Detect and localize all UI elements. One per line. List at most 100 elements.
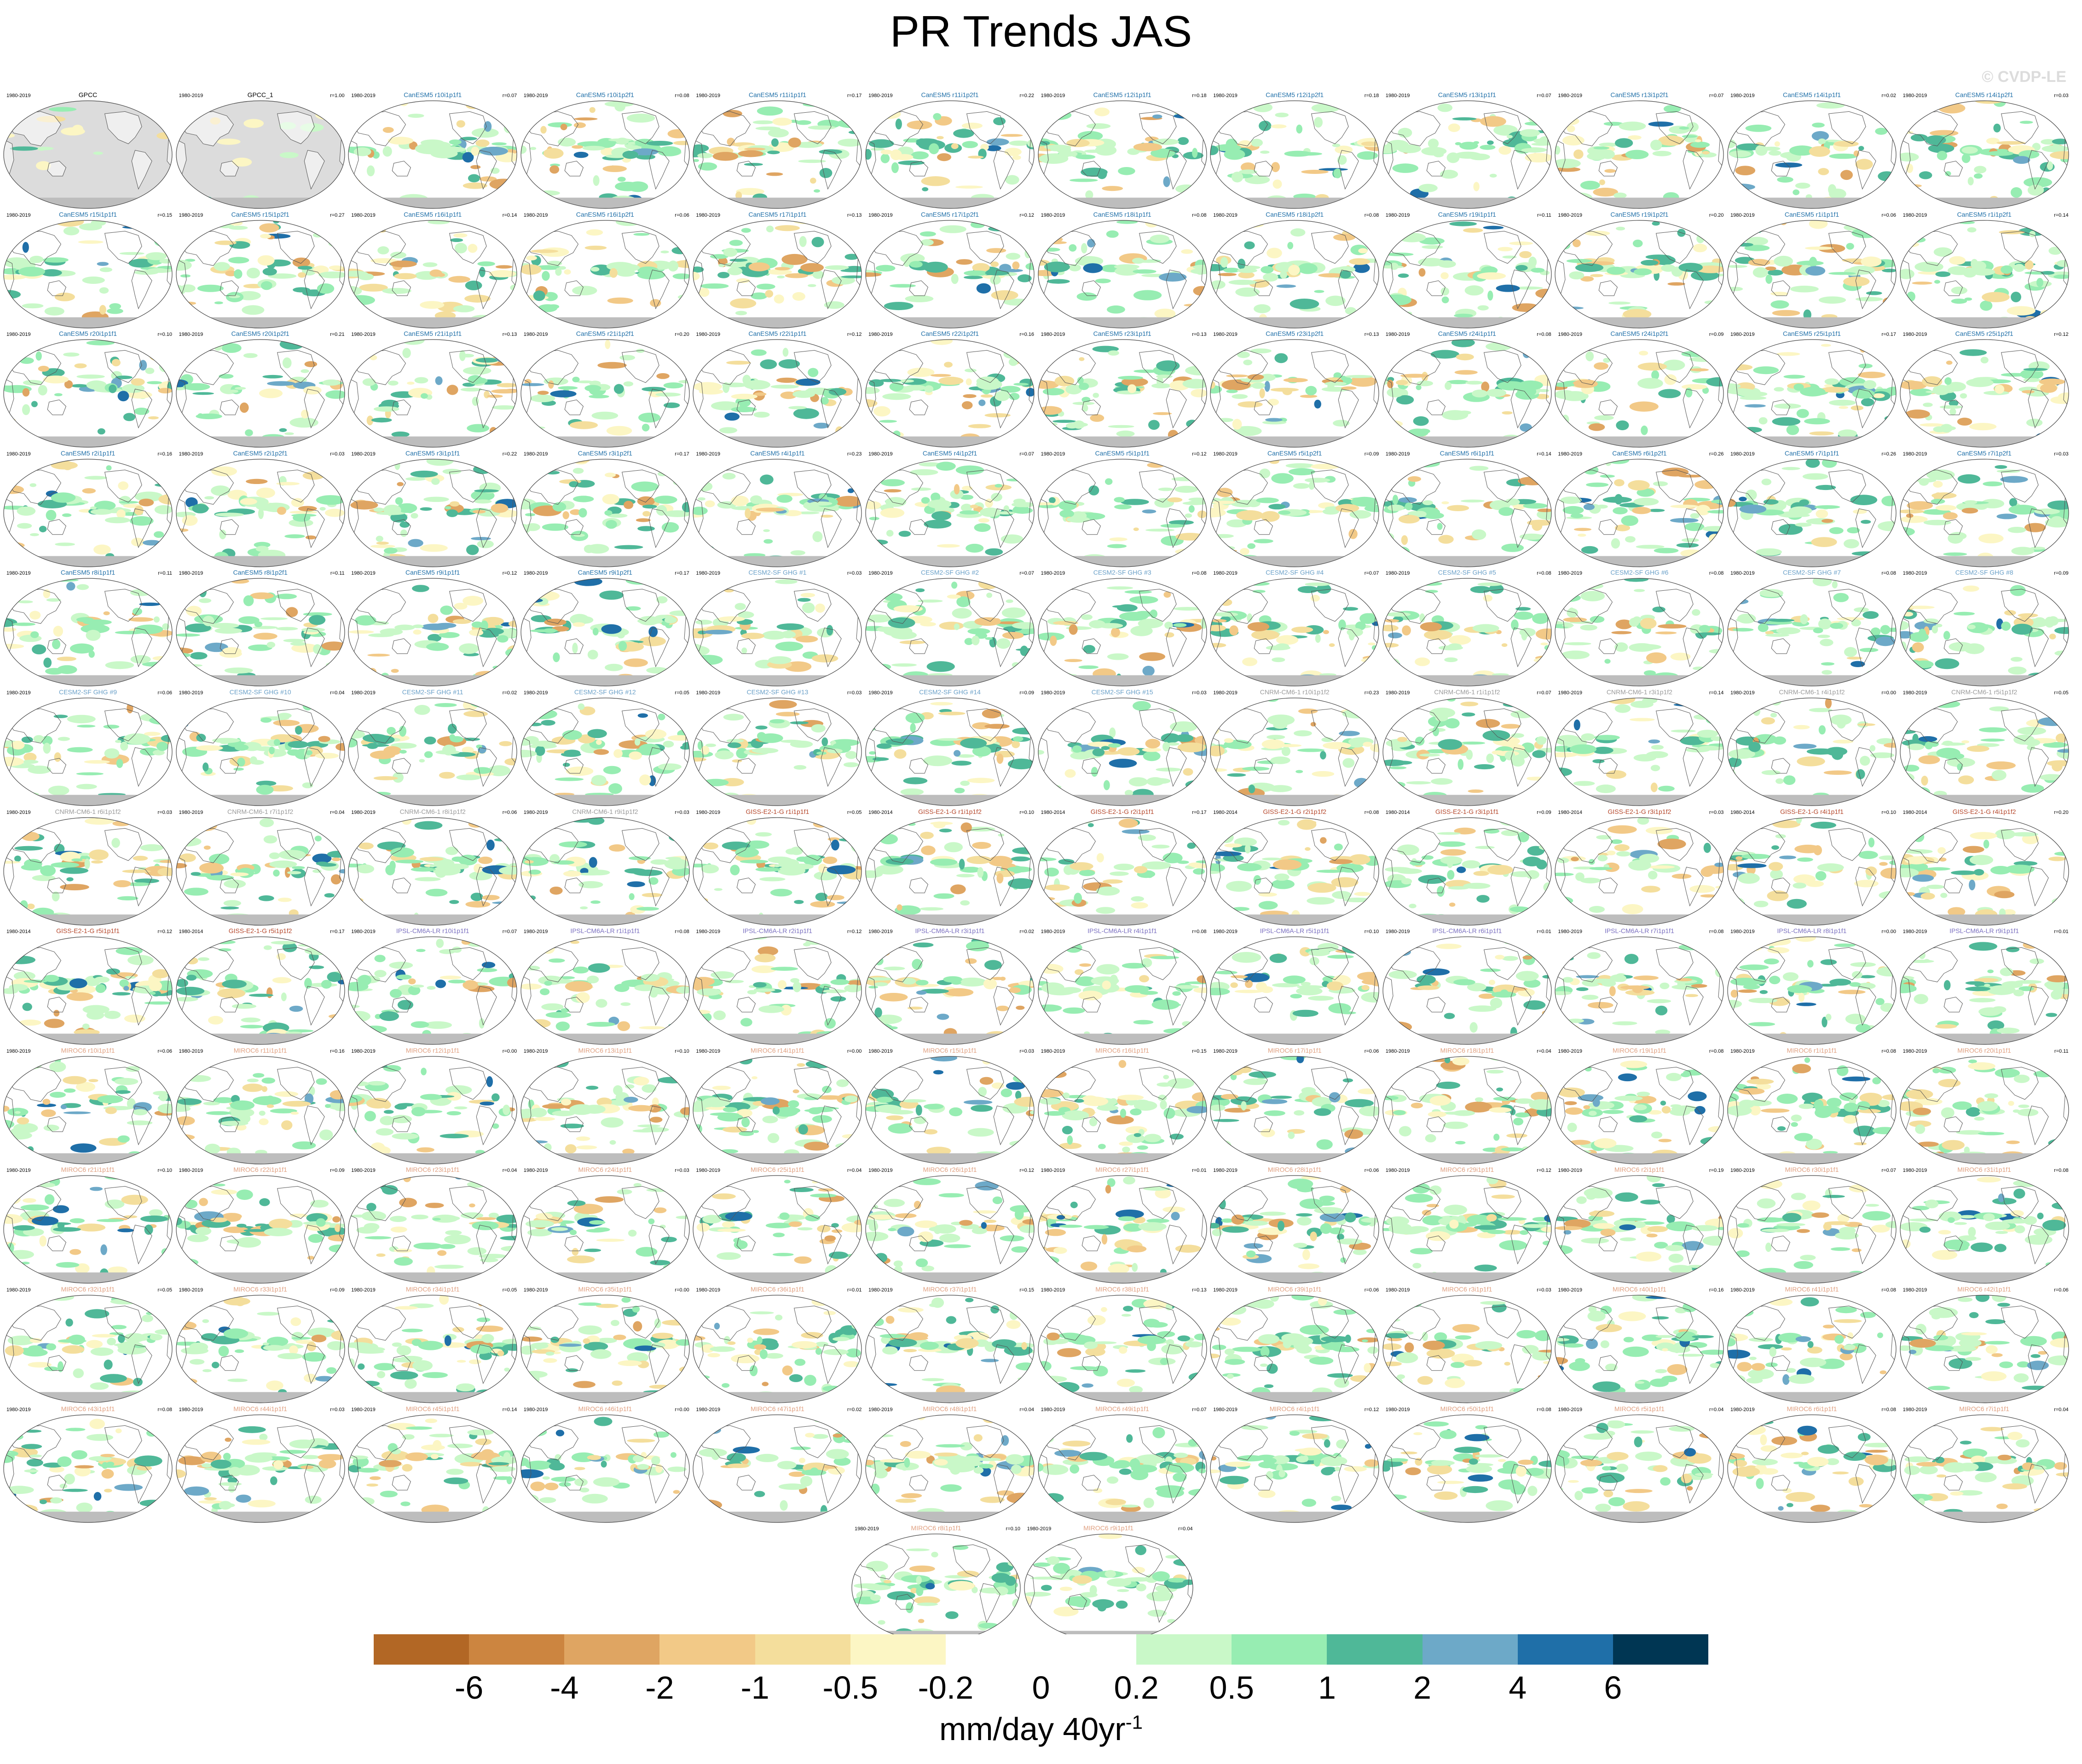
trend-patch [273,739,280,746]
trend-patch [775,266,791,271]
trend-patch [1357,151,1378,160]
panel-correlation: r=0.03 [157,809,173,815]
trend-patch [1174,485,1198,493]
trend-patch [1224,738,1234,743]
map-background [4,220,172,328]
coastline [351,111,406,146]
coastline [476,150,497,190]
trend-patch [1398,273,1409,278]
trend-patch [637,525,655,531]
trend-patch [402,348,411,358]
trend-patch [1519,533,1544,540]
trend-patch [231,157,252,167]
trend-patch [537,190,560,196]
panel-title: CanESM5 r3i1p2f1 [578,449,632,457]
trend-patch [213,262,230,271]
trend-patch [1633,239,1643,247]
trend-patch [705,500,715,507]
trend-patch [814,189,821,193]
trend-patch [530,394,555,403]
panel-correlation: r=0.11 [1537,212,1551,218]
trend-patch [243,353,258,358]
trend-patch [566,767,593,776]
trend-patch [329,265,343,270]
trend-patch [870,148,885,151]
panel-correlation: r=0.08 [1537,332,1551,338]
trend-patch [22,303,44,308]
trend-patch [1438,739,1462,750]
trend-patch [1349,510,1371,519]
trend-patch [1874,467,1890,478]
trend-patch [295,726,302,735]
trend-patch [152,709,169,717]
trend-patch [1210,145,1219,156]
trend-patch [492,142,507,146]
trend-patch [752,748,779,754]
trend-patch [584,385,601,392]
trend-patch [2041,800,2051,805]
trend-patch [1717,468,1724,477]
trend-patch [1083,645,1095,654]
trend-patch [149,350,165,361]
trend-patch [884,301,914,310]
trend-patch [359,283,388,292]
trend-patch [1973,166,1986,173]
trend-patch [1268,503,1286,510]
trend-patch [1250,348,1272,354]
trend-patch [64,380,73,389]
trend-patch [2027,184,2044,196]
masked-region [520,795,689,806]
trend-patch [626,113,655,123]
trend-patch [1524,672,1538,677]
trend-patch [1133,289,1162,300]
trend-patch [1728,265,1747,268]
trend-patch [669,611,689,617]
trend-patch [1256,497,1279,503]
trend-patch [1728,184,1755,190]
trend-patch [667,438,689,446]
trend-patch [1578,533,1586,537]
trend-patch [1744,404,1766,408]
trend-patch [2029,231,2036,237]
trend-patch [339,323,345,328]
map-border [1382,219,1552,329]
panel-title: CESM2-SF GHG #5 [1438,569,1496,576]
trend-patch [623,381,633,387]
map-border [520,459,690,567]
coastline [1483,350,1521,383]
trend-patch [1536,736,1546,745]
trend-patch [1741,110,1750,117]
trend-patch [1145,738,1160,749]
trend-patch [751,349,767,356]
trend-patch [962,485,972,491]
trend-patch [11,741,25,749]
trend-patch [866,480,871,485]
coastline [47,399,66,415]
coastline [1728,139,1738,179]
trend-patch [1765,266,1776,271]
trend-patch [1711,499,1724,503]
coastline [1728,497,1738,537]
trend-patch [907,121,932,130]
trend-patch [1690,368,1709,372]
trend-patch [1047,672,1073,680]
map-panel: 1980-2019 CanESM5 r9i1p2f1 r=0.17 [519,568,691,687]
panel-correlation: r=0.07 [1537,93,1551,98]
trend-patch [879,591,887,596]
panel-correlation: r=0.17 [675,571,689,576]
trend-patch [1957,474,1980,484]
trend-patch [1238,401,1263,408]
trend-patch [111,837,120,848]
coastline [1213,231,1268,266]
trend-patch [1287,242,1294,249]
trend-patch [51,492,76,503]
panel-correlation: r=0.08 [1192,571,1207,576]
trend-patch [1555,594,1581,602]
map-border [1037,339,1207,448]
trend-map [348,100,517,209]
trend-patch [1502,411,1513,415]
panel-period: 1980-2019 [1041,93,1065,98]
trend-patch [1437,523,1443,530]
trend-patch [49,107,77,112]
trend-patch [1154,308,1175,319]
